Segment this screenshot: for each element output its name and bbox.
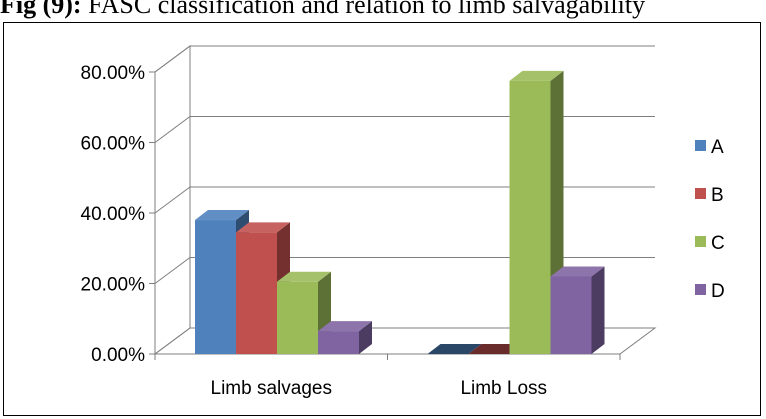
bar-top — [509, 70, 564, 81]
legend-swatch — [695, 188, 706, 199]
legend-label: B — [711, 185, 724, 206]
bar — [550, 276, 592, 354]
bar-top — [277, 271, 331, 282]
legend-label: C — [711, 233, 725, 254]
bar-top — [427, 344, 482, 354]
gridline — [154, 257, 655, 284]
legend-label: A — [711, 137, 724, 158]
legend-swatch — [695, 284, 706, 295]
y-tick-label: 40.00% — [81, 204, 146, 225]
bar — [277, 281, 318, 354]
bar — [195, 220, 236, 354]
bar-top — [318, 321, 372, 332]
bar-top — [468, 344, 523, 354]
gridline — [154, 45, 655, 73]
bar — [236, 232, 277, 354]
legend-swatch — [695, 140, 706, 151]
figure-caption: Fig (9): FASC classification and relatio… — [0, 0, 766, 22]
y-tick-label: 20.00% — [81, 275, 146, 296]
category-label: Limb salvages — [211, 378, 332, 399]
figure-number: Fig (9): — [0, 0, 82, 19]
legend-swatch — [695, 236, 706, 247]
bar-side — [359, 321, 372, 354]
y-tick-label: 0.00% — [91, 345, 145, 366]
chart-frame — [3, 22, 761, 416]
bar-top — [195, 210, 249, 221]
category-label: Limb Loss — [460, 378, 547, 399]
bar-top — [550, 266, 605, 277]
bar — [318, 331, 359, 354]
bar — [509, 80, 551, 354]
gridline — [154, 186, 655, 214]
figure-title: FASC classification and relation to limb… — [81, 0, 646, 19]
legend-label: D — [711, 281, 725, 302]
gridline — [154, 116, 655, 143]
y-tick-label: 60.00% — [81, 134, 146, 155]
bar-top — [236, 222, 290, 233]
bar-side — [591, 266, 605, 354]
y-tick-label: 80.00% — [81, 63, 146, 84]
